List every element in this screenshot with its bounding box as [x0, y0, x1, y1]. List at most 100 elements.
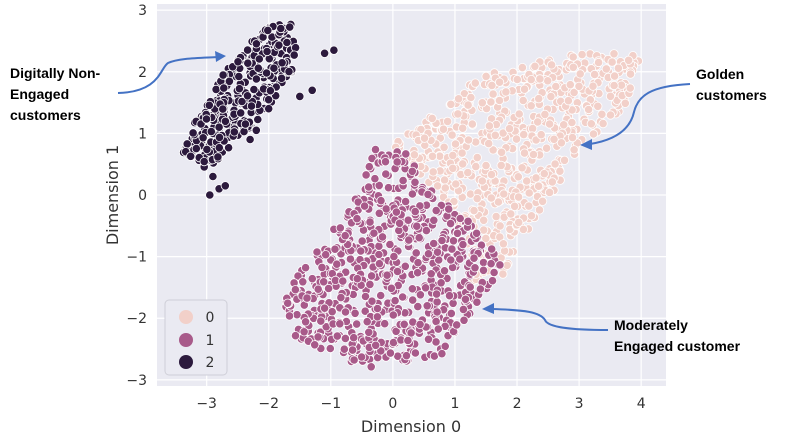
data-point-cluster-1 [447, 244, 457, 254]
data-point-cluster-0 [613, 63, 624, 73]
data-point-cluster-0 [588, 81, 598, 91]
data-point-cluster-1 [458, 304, 468, 314]
data-point-cluster-1 [377, 232, 388, 242]
data-point-cluster-2 [218, 70, 228, 80]
data-point-cluster-1 [444, 204, 454, 214]
data-point-cluster-1 [345, 254, 355, 264]
y-tick-label: −2 [126, 311, 147, 327]
data-point-cluster-0 [428, 167, 438, 177]
data-point-cluster-0 [484, 121, 494, 131]
data-point-cluster-1 [352, 214, 362, 224]
data-point-cluster-2 [206, 127, 216, 137]
data-point-cluster-2 [233, 57, 243, 67]
data-point-cluster-0 [493, 197, 503, 207]
data-point-cluster-0 [446, 99, 456, 109]
legend-label-1: 1 [206, 333, 215, 349]
data-point-cluster-0 [472, 153, 482, 163]
data-point-cluster-0 [544, 119, 555, 129]
data-point-cluster-1 [413, 258, 423, 268]
data-point-cluster-0 [623, 55, 634, 65]
data-point-cluster-0 [496, 160, 506, 170]
data-point-cluster-2 [246, 101, 257, 111]
data-point-cluster-0 [477, 176, 487, 186]
tick-labels: −3 −2 −1 0 1 2 3 4 3 2 1 0 −1 −2 −3 [126, 3, 645, 412]
data-point-cluster-2 [237, 96, 247, 107]
data-point-cluster-1 [437, 235, 447, 246]
data-point-cluster-1 [349, 355, 359, 365]
data-point-cluster-0 [463, 135, 474, 145]
data-point-cluster-0 [457, 148, 467, 158]
data-point-cluster-0 [568, 52, 578, 62]
data-point-cluster-0 [481, 161, 491, 171]
data-point-cluster-1 [372, 303, 383, 314]
data-point-cluster-1 [283, 298, 293, 308]
annotation-text-line: Engaged customer [614, 338, 741, 354]
y-tick-label: −3 [126, 373, 147, 389]
data-point-cluster-1 [392, 266, 403, 276]
annotation-text-line: Engaged [10, 86, 69, 102]
data-point-cluster-0 [419, 133, 430, 143]
data-point-cluster-1 [489, 267, 499, 278]
data-point-cluster-1 [394, 218, 405, 228]
data-point-cluster-0 [534, 94, 544, 104]
data-point-cluster-1 [300, 263, 311, 273]
data-point-cluster-2 [201, 114, 212, 124]
data-point-cluster-0 [524, 201, 534, 211]
data-point-cluster-1 [410, 177, 420, 187]
data-point-cluster-1 [349, 333, 359, 343]
data-point-cluster-0 [427, 113, 437, 124]
data-point-cluster-1 [374, 259, 384, 269]
data-point-cluster-2 [307, 85, 317, 95]
data-point-cluster-2 [251, 74, 261, 84]
data-point-cluster-1 [422, 301, 432, 311]
data-point-cluster-1 [452, 228, 463, 238]
data-point-cluster-2 [265, 86, 275, 96]
data-point-cluster-1 [376, 290, 386, 301]
legend: 0 1 2 [164, 299, 228, 376]
data-point-cluster-0 [555, 166, 565, 176]
data-point-cluster-0 [536, 130, 546, 140]
data-point-cluster-0 [479, 215, 489, 225]
data-point-cluster-2 [229, 127, 239, 137]
data-point-cluster-0 [550, 159, 560, 169]
data-point-cluster-1 [361, 170, 371, 180]
data-point-cluster-1 [323, 283, 334, 294]
data-point-cluster-0 [517, 163, 527, 173]
data-point-cluster-1 [292, 310, 302, 320]
data-point-cluster-1 [432, 297, 442, 307]
data-point-cluster-1 [458, 240, 468, 250]
data-point-cluster-1 [367, 153, 377, 163]
data-point-cluster-0 [518, 224, 529, 234]
data-point-cluster-1 [313, 284, 323, 294]
data-point-cluster-0 [494, 95, 505, 106]
data-point-cluster-0 [567, 117, 577, 128]
data-point-cluster-1 [366, 271, 377, 281]
data-point-cluster-0 [458, 159, 468, 169]
legend-marker-1 [179, 333, 193, 347]
data-point-cluster-0 [605, 91, 616, 101]
data-point-cluster-1 [371, 340, 381, 350]
data-point-cluster-0 [526, 101, 536, 111]
data-point-cluster-1 [383, 183, 394, 193]
legend-marker-2 [179, 355, 193, 369]
data-point-cluster-0 [526, 211, 537, 221]
data-point-cluster-0 [559, 155, 570, 165]
data-point-cluster-0 [549, 134, 559, 144]
data-point-cluster-1 [359, 201, 370, 211]
data-point-cluster-1 [420, 283, 431, 293]
data-point-cluster-1 [392, 157, 402, 167]
data-point-cluster-2 [198, 133, 208, 143]
data-point-cluster-2 [263, 95, 274, 105]
data-point-cluster-1 [444, 291, 455, 301]
data-point-cluster-2 [204, 100, 214, 110]
data-point-cluster-0 [551, 81, 561, 92]
data-point-cluster-2 [277, 58, 287, 68]
data-point-cluster-2 [276, 73, 287, 83]
data-point-cluster-1 [431, 316, 441, 326]
data-point-cluster-0 [514, 109, 524, 119]
data-point-cluster-1 [406, 328, 416, 338]
data-point-cluster-1 [302, 293, 312, 303]
data-point-cluster-2 [251, 39, 261, 49]
data-point-cluster-1 [340, 231, 350, 241]
data-point-cluster-2 [282, 37, 292, 48]
